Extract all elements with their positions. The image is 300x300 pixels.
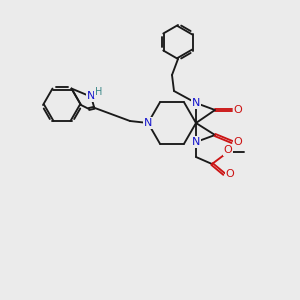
Text: O: O bbox=[226, 169, 234, 179]
Text: N: N bbox=[192, 98, 200, 108]
Text: N: N bbox=[192, 137, 200, 147]
Text: H: H bbox=[94, 87, 102, 97]
Text: O: O bbox=[234, 137, 242, 147]
Text: O: O bbox=[234, 105, 242, 115]
Text: O: O bbox=[224, 145, 232, 155]
Text: N: N bbox=[144, 118, 152, 128]
Text: N: N bbox=[87, 91, 95, 101]
